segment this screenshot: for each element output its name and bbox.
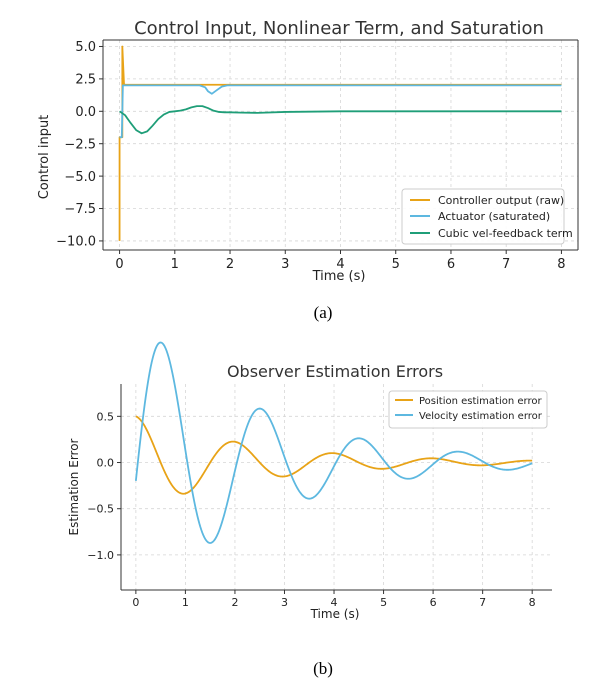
series-line-actuator-saturated — [119, 84, 562, 139]
chart-a: Control Input, Nonlinear Term, and Satur… — [37, 18, 579, 322]
x-tick-label: 4 — [336, 257, 344, 272]
y-tick-label: 0.0 — [75, 105, 96, 120]
x-tick-label: 5 — [392, 257, 400, 272]
x-tick-label: 4 — [331, 596, 338, 609]
legend-label-controller-raw: Controller output (raw) — [438, 194, 564, 207]
y-tick-label: −1.0 — [87, 549, 114, 562]
chart-a-ylabel: Control input — [37, 115, 52, 200]
y-tick-label: −7.5 — [64, 202, 96, 217]
y-tick-label: 0.5 — [97, 410, 115, 423]
x-tick-label: 6 — [430, 596, 437, 609]
x-tick-label: 3 — [281, 596, 288, 609]
x-tick-label: 6 — [447, 257, 455, 272]
legend-label-cubic-term: Cubic vel-feedback term — [438, 227, 573, 240]
x-tick-label: 0 — [115, 257, 123, 272]
x-tick-label: 5 — [380, 596, 387, 609]
x-tick-label: 8 — [557, 257, 565, 272]
x-tick-label: 3 — [281, 257, 289, 272]
y-tick-label: −5.0 — [64, 170, 96, 185]
chart-b-ylabel: Estimation Error — [67, 438, 81, 535]
chart-b-xlabel: Time (s) — [310, 607, 360, 621]
chart-a-title: Control Input, Nonlinear Term, and Satur… — [134, 18, 544, 39]
x-tick-label: 1 — [171, 257, 179, 272]
chart-a-legend-box — [401, 188, 565, 245]
y-tick-label: 2.5 — [75, 73, 96, 88]
chart-b-legend-box — [388, 390, 548, 429]
y-tick-label: −2.5 — [64, 137, 96, 152]
chart-a-series — [118, 45, 562, 241]
x-tick-label: 7 — [479, 596, 486, 609]
series-line-position-estimation-error — [135, 415, 533, 495]
x-tick-label: 1 — [182, 596, 189, 609]
series-line-velocity-estimation-error — [134, 341, 533, 544]
x-tick-label: 7 — [502, 257, 510, 272]
chart-b-axes: 0 1 2 3 4 5 6 7 8 0.5 0.0 −0.5 −1.0 — [87, 384, 552, 609]
x-tick-label: 0 — [132, 596, 139, 609]
chart-b-legend: Position estimation error Velocity estim… — [388, 390, 548, 429]
y-tick-label: −0.5 — [87, 503, 114, 516]
chart-b-series — [134, 341, 533, 544]
legend-label-position-error: Position estimation error — [419, 396, 542, 407]
caption-a: (a) — [314, 303, 333, 322]
chart-a-legend: Controller output (raw) Actuator (satura… — [401, 188, 573, 245]
chart-a-xlabel: Time (s) — [312, 269, 366, 284]
chart-b-title: Observer Estimation Errors — [227, 362, 443, 381]
x-tick-label: 2 — [226, 257, 234, 272]
legend-label-actuator: Actuator (saturated) — [438, 210, 550, 223]
chart-a-axes: 0 1 2 3 4 5 6 7 8 5.0 2.5 0.0 −2.5 −5.0 −7.5 −10.0 — [56, 39, 579, 272]
chart-b-grid — [121, 384, 552, 590]
chart-b: Observer Estimation Errors 0 1 2 3 4 5 6 7 80.50… — [67, 341, 552, 678]
series-line-cubic-vel-feedback-term — [119, 105, 562, 135]
y-tick-label: −10.0 — [56, 235, 96, 250]
caption-b: (b) — [313, 659, 333, 678]
y-tick-label: 0.0 — [97, 456, 115, 469]
x-tick-label: 2 — [231, 596, 238, 609]
legend-label-velocity-error: Velocity estimation error — [419, 411, 543, 422]
x-tick-label: 8 — [529, 596, 536, 609]
y-tick-label: 5.0 — [75, 40, 96, 55]
